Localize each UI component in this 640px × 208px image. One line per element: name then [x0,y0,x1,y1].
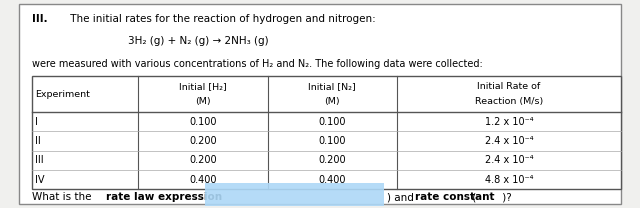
Text: 3H₂ (g) + N₂ (g) → 2NH₃ (g): 3H₂ (g) + N₂ (g) → 2NH₃ (g) [128,36,269,46]
Text: 0.400: 0.400 [189,175,216,185]
Text: 0.200: 0.200 [189,155,216,165]
Text: 1.2 x 10⁻⁴: 1.2 x 10⁻⁴ [484,117,533,127]
Text: What is the: What is the [32,192,95,202]
Text: ) and: ) and [387,192,417,202]
Text: rate constant: rate constant [415,192,494,202]
Text: 0.400: 0.400 [319,175,346,185]
Text: I: I [35,117,38,127]
Text: 0.100: 0.100 [189,117,216,127]
Text: 0.200: 0.200 [189,136,216,146]
Text: The initial rates for the reaction of hydrogen and nitrogen:: The initial rates for the reaction of hy… [67,14,376,24]
Text: III.: III. [32,14,47,24]
FancyBboxPatch shape [205,183,384,206]
FancyBboxPatch shape [32,76,621,189]
Text: Experiment: Experiment [35,90,90,99]
Text: 4.8 x 10⁻⁴: 4.8 x 10⁻⁴ [484,175,533,185]
Text: rate law expression: rate law expression [106,192,221,202]
Text: were measured with various concentrations of H₂ and N₂. The following data were : were measured with various concentration… [32,59,483,69]
Text: III: III [35,155,44,165]
Text: (M): (M) [324,97,340,106]
Text: 2.4 x 10⁻⁴: 2.4 x 10⁻⁴ [484,155,533,165]
Text: 0.200: 0.200 [319,155,346,165]
Text: II: II [35,136,41,146]
Text: 0.100: 0.100 [319,136,346,146]
Text: Initial [N₂]: Initial [N₂] [308,82,356,91]
Text: 0.100: 0.100 [319,117,346,127]
Text: Initial Rate of: Initial Rate of [477,82,541,91]
Text: Initial [H₂]: Initial [H₂] [179,82,227,91]
FancyBboxPatch shape [19,4,621,204]
Text: (M): (M) [195,97,211,106]
Text: Reaction (M/s): Reaction (M/s) [475,97,543,106]
Text: IV: IV [35,175,45,185]
Text: 2.4 x 10⁻⁴: 2.4 x 10⁻⁴ [484,136,533,146]
Text: (        )?: ( )? [469,192,512,202]
